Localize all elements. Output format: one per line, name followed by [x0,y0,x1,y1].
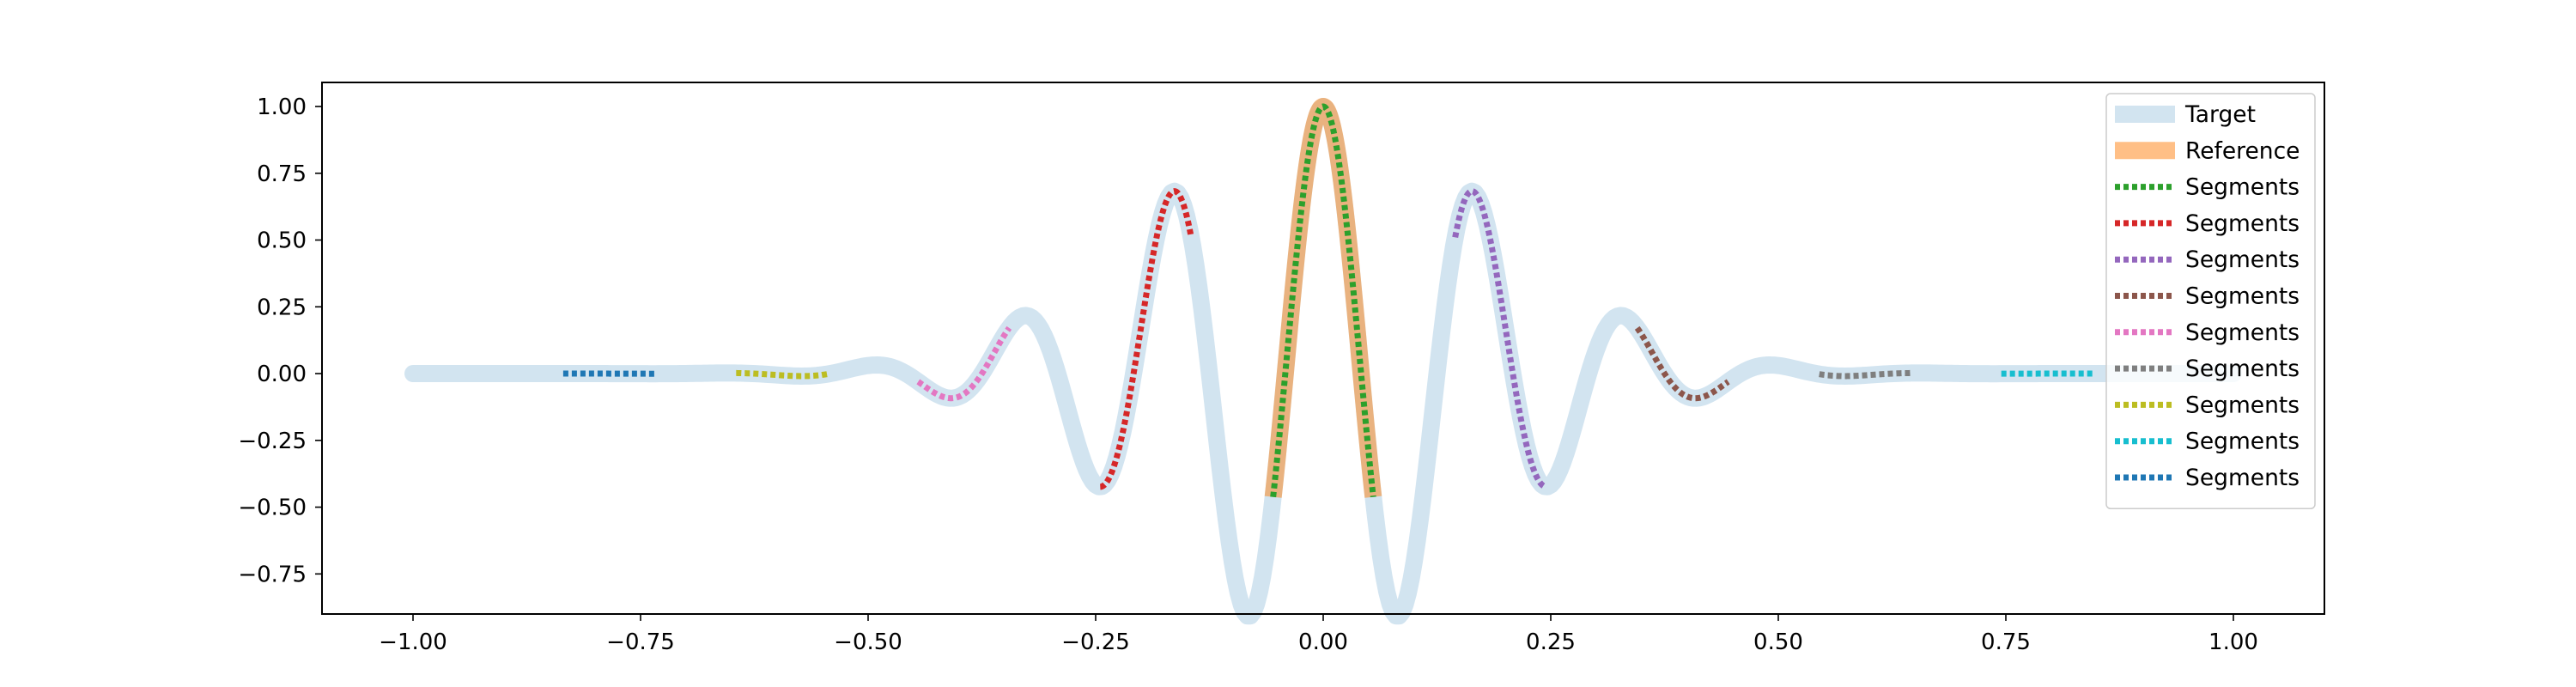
legend-label: Segments [2185,429,2300,455]
x-tick-label: 0.50 [1753,629,1803,655]
legend-label: Segments [2185,174,2300,201]
x-tick-label: 0.00 [1298,629,1348,655]
x-axis: −1.00 −0.75 −0.50 −0.25 0.00 0.25 0.50 0.75 1.00 [379,614,2258,655]
segment-line-7 [732,369,830,380]
legend-label: Segments [2185,392,2300,418]
x-tick-label: 1.00 [2208,629,2258,655]
y-tick-label: −0.25 [238,429,307,454]
legend-label: Segments [2185,319,2300,346]
x-tick-label: −1.00 [379,629,447,655]
x-tick-label: −0.75 [606,629,675,655]
segment-line-2 [1097,188,1194,490]
x-tick-label: −0.25 [1061,629,1130,655]
legend-label: Segments [2185,246,2300,273]
segment-line-5 [914,325,1012,402]
y-tick-label: 0.50 [257,228,307,254]
y-tick-label: 0.75 [257,161,307,187]
legend-label: Segments [2185,210,2300,237]
y-tick-label: 0.00 [257,362,307,387]
segment-line-4 [1634,325,1732,402]
legend-label: Segments [2185,283,2300,310]
y-tick-label: −0.75 [238,562,307,587]
y-tick-label: 1.00 [257,94,307,120]
legend-label: Segments [2185,356,2300,382]
series-layer [404,97,2242,625]
y-tick-label: 0.25 [257,295,307,320]
legend-label: Reference [2185,137,2300,164]
x-tick-label: −0.50 [834,629,902,655]
y-tick-label: −0.50 [238,495,307,521]
segment-line-1 [1270,103,1376,499]
x-tick-label: 0.75 [1981,629,2031,655]
y-axis: 1.00 0.75 0.50 0.25 0.00 −0.25 −0.50 −0.75 [238,94,322,587]
legend-label: Target [2184,101,2256,128]
legend: Target Reference Segments Segments Segments S… [2105,93,2316,510]
x-tick-label: 0.25 [1526,629,1576,655]
segment-line-3 [1452,188,1550,490]
segment-line-6 [1816,369,1914,380]
legend-label: Segments [2185,465,2300,491]
